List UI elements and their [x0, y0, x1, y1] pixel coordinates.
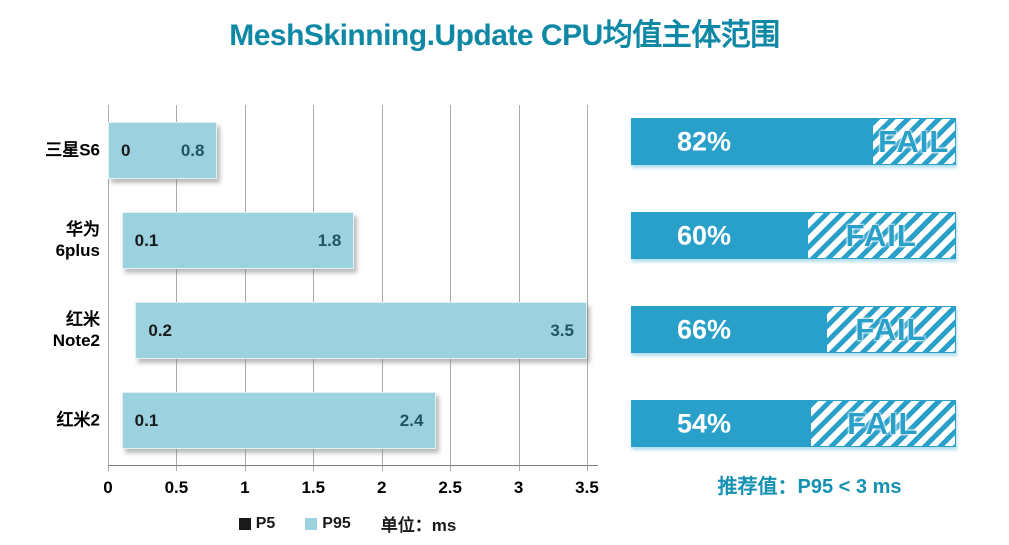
- pass-rate-percent-label: 54%: [677, 408, 732, 438]
- fail-hatch-region: FAIL: [826, 306, 956, 353]
- x-axis-tick-label: 1.5: [301, 478, 326, 497]
- p95-value-label: 1.8: [317, 230, 342, 250]
- p5-value-label: 0.2: [148, 320, 172, 340]
- fail-label: FAIL: [855, 311, 927, 347]
- chart-legend: P5 P95 单位：ms: [108, 511, 587, 536]
- gridline: [381, 105, 383, 471]
- pass-rate-bar: 60% FAIL: [631, 212, 956, 259]
- fail-hatch-region: FAIL: [806, 212, 956, 259]
- pass-rate-bar: 66% FAIL: [631, 306, 956, 353]
- pass-rate-bar: 54% FAIL: [631, 400, 956, 447]
- legend-item-p95: P95: [305, 514, 351, 533]
- pass-rate-percent-label: 60%: [677, 220, 732, 250]
- legend-label-p95: P95: [322, 514, 351, 532]
- gridline: [313, 105, 315, 471]
- pass-rate-fill: [631, 400, 810, 447]
- range-bar: 0.1 1.8: [121, 212, 355, 269]
- p95-value-label: 2.4: [399, 410, 424, 430]
- category-label: 红米 Note2: [52, 309, 100, 350]
- pass-rate-fill: [631, 306, 826, 353]
- fail-hatch-region: FAIL: [871, 118, 956, 165]
- p95-value-label: 0.8: [180, 140, 205, 160]
- fail-label: FAIL: [845, 217, 917, 253]
- pass-rate-fill: [631, 118, 872, 165]
- x-axis-tick-label: 3.5: [575, 478, 599, 497]
- x-axis-tick-label: 2.5: [438, 478, 462, 497]
- gridline: [587, 105, 588, 471]
- gridline: [176, 105, 178, 471]
- gridline: [518, 105, 520, 471]
- page-title: MeshSkinning.Update CPU均值主体范围: [229, 19, 780, 52]
- gridline: [108, 105, 109, 471]
- legend-label-p5: P5: [255, 514, 276, 532]
- recommendation-note: 推荐值：P95 < 3 ms: [717, 476, 902, 498]
- pass-rate-fill: [631, 212, 807, 259]
- pass-rate-percent-label: 66%: [677, 314, 732, 344]
- x-axis-tick-label: 3: [513, 478, 524, 497]
- x-axis-tick-label: 0.5: [164, 478, 189, 497]
- range-bar: 0.1 2.4: [121, 392, 437, 449]
- x-axis-line: [108, 465, 598, 466]
- legend-item-p5: P5: [238, 514, 276, 533]
- p5-swatch-icon: [238, 517, 251, 530]
- pass-rate-bar: 82% FAIL: [631, 118, 956, 165]
- category-label: 华为 6plus: [55, 219, 100, 260]
- category-label: 三星S6: [45, 140, 100, 160]
- category-label: 红米2: [56, 410, 100, 430]
- unit-label: 单位：ms: [380, 516, 457, 535]
- gridline: [244, 105, 246, 471]
- p5-value-label: 0.1: [134, 410, 159, 430]
- fail-label: FAIL: [878, 123, 950, 159]
- gridline: [450, 105, 452, 471]
- pass-rate-percent-label: 82%: [677, 126, 732, 156]
- p5-value-label: 0.1: [134, 230, 159, 250]
- fail-label: FAIL: [847, 405, 919, 441]
- range-bar: 0 0.8: [108, 122, 218, 179]
- p95-value-label: 3.5: [550, 320, 574, 340]
- p5-value-label: 0: [121, 140, 131, 160]
- x-axis-tick-label: 0: [103, 478, 113, 497]
- range-bar: 0.2 3.5: [135, 302, 587, 359]
- p95-swatch-icon: [305, 517, 318, 530]
- x-axis-tick-label: 1: [240, 478, 250, 497]
- range-bar-chart-plot-area: 0 0.8 0.1 1.8 0.2 3.5 0.1 2.4: [108, 105, 598, 471]
- x-axis-tick-label: 2: [376, 478, 387, 497]
- fail-hatch-region: FAIL: [809, 400, 956, 447]
